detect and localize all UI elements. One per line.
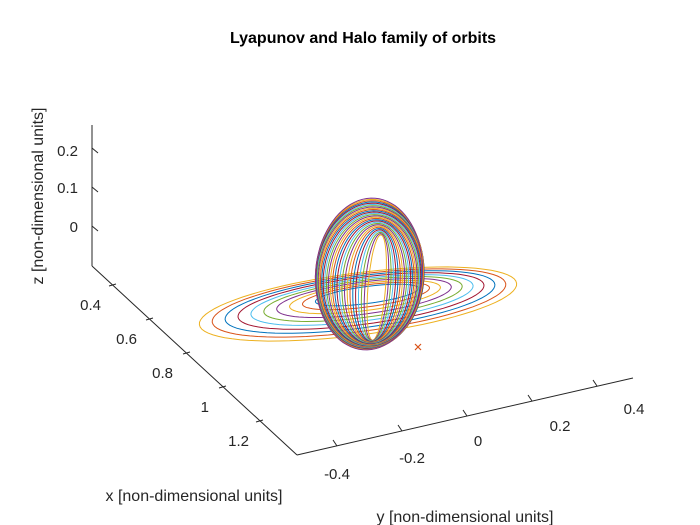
- x-ticks: 0.4 0.6 0.8 1 1.2: [80, 283, 264, 450]
- x-axis-label: x [non-dimensional units]: [106, 488, 283, 505]
- halo-orbit: [343, 224, 406, 344]
- z-tick-label: 0.1: [57, 180, 78, 197]
- y-axis-line: [296, 377, 634, 456]
- halo-orbit: [360, 231, 392, 342]
- halo-orbit: [314, 197, 424, 351]
- y-tick-mark: [397, 424, 403, 432]
- halo-orbit: [332, 217, 415, 345]
- lyapunov-orbit: [301, 281, 431, 311]
- halo-orbit: [358, 230, 394, 342]
- z-axis-label: z [non-dimensional units]: [30, 108, 47, 285]
- y-tick-mark: [462, 409, 468, 417]
- lyapunov-orbit: [198, 266, 518, 342]
- z-tick-mark: [91, 225, 99, 232]
- halo-orbit: [366, 234, 387, 341]
- y-tick-mark: [332, 439, 338, 447]
- z-tick-label: 0.2: [57, 143, 78, 160]
- y-tick-label: -0.4: [324, 466, 350, 483]
- z-tick-mark: [91, 186, 99, 193]
- y-axis-label: y [non-dimensional units]: [377, 509, 554, 525]
- x-tick-label: 1.2: [228, 433, 249, 450]
- halo-orbits: [314, 197, 425, 351]
- halo-orbit: [338, 221, 410, 344]
- z-tick-label: 0: [70, 219, 78, 236]
- x-tick-label: 1: [201, 399, 209, 416]
- halo-orbit: [349, 226, 401, 343]
- halo-orbit: [329, 216, 417, 346]
- lyapunov-orbits: [198, 266, 518, 342]
- x-tick-mark: [255, 419, 264, 423]
- halo-orbit: [346, 225, 403, 343]
- x-tick-label: 0.8: [152, 365, 173, 382]
- x-tick-mark: [108, 283, 117, 287]
- z-tick-mark: [91, 147, 99, 154]
- z-ticks: 0 0.1 0.2: [57, 143, 99, 236]
- lyapunov-orbit: [211, 268, 507, 338]
- x-axis-line: [91, 265, 298, 456]
- y-ticks: -0.4 -0.2 0 0.2 0.4: [324, 379, 645, 483]
- x-tick-mark: [182, 351, 191, 355]
- halo-orbit: [363, 233, 390, 342]
- lyapunov-orbit: [289, 279, 441, 315]
- x-tick-mark: [145, 317, 154, 321]
- halo-orbit: [341, 223, 408, 344]
- y-tick-label: -0.2: [399, 450, 425, 467]
- y-tick-mark: [592, 379, 598, 387]
- y-tick-mark: [527, 394, 533, 402]
- y-tick-label: 0.4: [624, 401, 645, 418]
- x-tick-label: 0.6: [116, 331, 137, 348]
- halo-orbit: [336, 220, 412, 345]
- x-tick-mark: [218, 385, 227, 389]
- y-tick-label: 0: [474, 433, 482, 450]
- halo-orbit: [355, 229, 397, 343]
- x-tick-label: 0.4: [80, 297, 101, 314]
- y-tick-label: 0.2: [550, 418, 571, 435]
- halo-orbit: [352, 228, 399, 343]
- orbit-marker: [414, 343, 422, 351]
- halo-orbit: [334, 219, 413, 345]
- chart-title: Lyapunov and Halo family of orbits: [230, 30, 496, 47]
